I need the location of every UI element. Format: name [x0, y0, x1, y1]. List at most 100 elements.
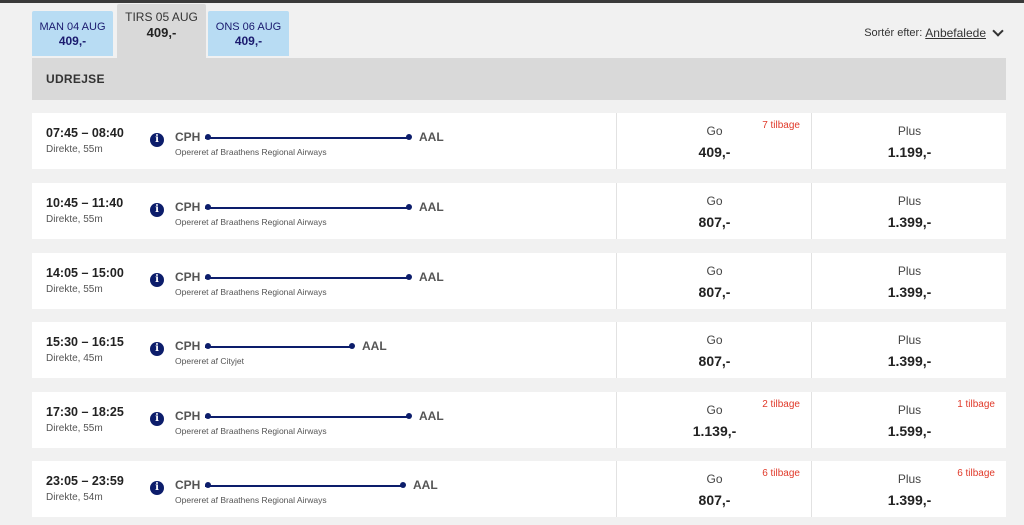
destination-code: AAL: [419, 130, 444, 144]
fare-name: Go: [706, 333, 723, 347]
destination-dot: [406, 413, 412, 419]
route-line: [205, 277, 409, 279]
seats-left: 6 tilbage: [762, 468, 800, 479]
fare-name: Plus: [897, 472, 922, 486]
operator-text: Opereret af Braathens Regional Airways: [175, 426, 327, 436]
fare-price: 1.199,-: [887, 144, 932, 160]
info-icon[interactable]: i: [150, 412, 164, 426]
fare-name: Go: [706, 472, 723, 486]
fare-go[interactable]: Go 807,-: [616, 183, 812, 239]
flight-time: 17:30 – 18:25: [46, 405, 124, 419]
sort-control[interactable]: Sortér efter: Anbefalede: [864, 25, 1004, 40]
fare-go[interactable]: Go 409,- 7 tilbage: [616, 113, 812, 169]
flight-time: 14:05 – 15:00: [46, 266, 124, 280]
flight-duration: Direkte, 45m: [46, 353, 103, 364]
fare-name: Go: [706, 194, 723, 208]
date-tab-tue-05-aug[interactable]: TIRS 05 AUG 409,-: [117, 4, 206, 59]
tab-price: 409,-: [234, 34, 263, 48]
origin-code: CPH: [175, 409, 201, 423]
tab-price: 409,-: [146, 25, 177, 40]
date-tab-mon-04-aug[interactable]: MAN 04 AUG 409,-: [32, 11, 113, 56]
fare-price: 409,-: [698, 144, 731, 160]
info-icon[interactable]: i: [150, 273, 164, 287]
fare-name: Plus: [897, 124, 922, 138]
operator-text: Opereret af Braathens Regional Airways: [175, 495, 327, 505]
tab-date: TIRS 05 AUG: [125, 10, 198, 24]
section-title: UDREJSE: [46, 72, 105, 86]
fare-plus[interactable]: Plus 1.199,-: [811, 113, 1007, 169]
fare-name: Go: [706, 124, 723, 138]
fare-name: Go: [706, 403, 723, 417]
operator-text: Opereret af Braathens Regional Airways: [175, 217, 327, 227]
fare-go[interactable]: Go 807,- 6 tilbage: [616, 461, 812, 517]
flight-row[interactable]: 07:45 – 08:40 Direkte, 55m i CPH AAL Ope…: [32, 113, 1006, 169]
destination-code: AAL: [362, 339, 387, 353]
route-line: [205, 416, 409, 418]
destination-code: AAL: [419, 200, 444, 214]
fare-price: 807,-: [698, 214, 731, 230]
fare-price: 807,-: [698, 353, 731, 369]
fare-price: 1.399,-: [887, 492, 932, 508]
chevron-down-icon[interactable]: [992, 25, 1004, 37]
operator-text: Opereret af Braathens Regional Airways: [175, 147, 327, 157]
destination-dot: [406, 204, 412, 210]
flight-row[interactable]: 23:05 – 23:59 Direkte, 54m i CPH AAL Ope…: [32, 461, 1006, 517]
origin-code: CPH: [175, 270, 201, 284]
tab-date: MAN 04 AUG: [39, 21, 106, 33]
sort-value[interactable]: Anbefalede: [925, 26, 986, 40]
destination-dot: [400, 482, 406, 488]
tab-date: ONS 06 AUG: [215, 21, 282, 33]
info-icon[interactable]: i: [150, 203, 164, 217]
info-icon[interactable]: i: [150, 481, 164, 495]
fare-name: Go: [706, 264, 723, 278]
tab-price: 409,-: [58, 34, 87, 48]
destination-code: AAL: [413, 478, 438, 492]
fare-plus[interactable]: Plus 1.399,-: [811, 253, 1007, 309]
fare-name: Plus: [897, 403, 922, 417]
sort-label: Sortér efter:: [864, 27, 923, 39]
flight-duration: Direkte, 55m: [46, 284, 103, 295]
flight-row[interactable]: 14:05 – 15:00 Direkte, 55m i CPH AAL Ope…: [32, 253, 1006, 309]
route-line: [205, 137, 409, 139]
fare-name: Plus: [897, 194, 922, 208]
destination-dot: [406, 134, 412, 140]
flight-duration: Direkte, 54m: [46, 492, 103, 503]
destination-dot: [349, 343, 355, 349]
destination-code: AAL: [419, 270, 444, 284]
info-icon[interactable]: i: [150, 342, 164, 356]
fare-price: 807,-: [698, 492, 731, 508]
fare-price: 1.139,-: [692, 423, 737, 439]
fare-price: 1.599,-: [887, 423, 932, 439]
fare-go[interactable]: Go 1.139,- 2 tilbage: [616, 392, 812, 448]
destination-code: AAL: [419, 409, 444, 423]
flight-time: 23:05 – 23:59: [46, 474, 124, 488]
seats-left: 2 tilbage: [762, 399, 800, 410]
flight-row[interactable]: 17:30 – 18:25 Direkte, 55m i CPH AAL Ope…: [32, 392, 1006, 448]
fare-price: 1.399,-: [887, 284, 932, 300]
fare-name: Plus: [897, 264, 922, 278]
section-header: UDREJSE: [32, 58, 1006, 100]
flight-row[interactable]: 10:45 – 11:40 Direkte, 55m i CPH AAL Ope…: [32, 183, 1006, 239]
fare-plus[interactable]: Plus 1.399,-: [811, 322, 1007, 378]
fare-plus[interactable]: Plus 1.399,- 6 tilbage: [811, 461, 1007, 517]
info-icon[interactable]: i: [150, 133, 164, 147]
fare-price: 1.399,-: [887, 214, 932, 230]
operator-text: Opereret af Braathens Regional Airways: [175, 287, 327, 297]
origin-code: CPH: [175, 339, 201, 353]
flight-row[interactable]: 15:30 – 16:15 Direkte, 45m i CPH AAL Ope…: [32, 322, 1006, 378]
seats-left: 1 tilbage: [957, 399, 995, 410]
fare-price: 807,-: [698, 284, 731, 300]
seats-left: 6 tilbage: [957, 468, 995, 479]
fare-plus[interactable]: Plus 1.399,-: [811, 183, 1007, 239]
seats-left: 7 tilbage: [762, 120, 800, 131]
fare-go[interactable]: Go 807,-: [616, 253, 812, 309]
fare-name: Plus: [897, 333, 922, 347]
date-tab-wed-06-aug[interactable]: ONS 06 AUG 409,-: [208, 11, 289, 56]
fare-go[interactable]: Go 807,-: [616, 322, 812, 378]
flight-time: 15:30 – 16:15: [46, 335, 124, 349]
flight-time: 07:45 – 08:40: [46, 126, 124, 140]
route-line: [205, 207, 409, 209]
fare-plus[interactable]: Plus 1.599,- 1 tilbage: [811, 392, 1007, 448]
fare-price: 1.399,-: [887, 353, 932, 369]
origin-code: CPH: [175, 478, 201, 492]
